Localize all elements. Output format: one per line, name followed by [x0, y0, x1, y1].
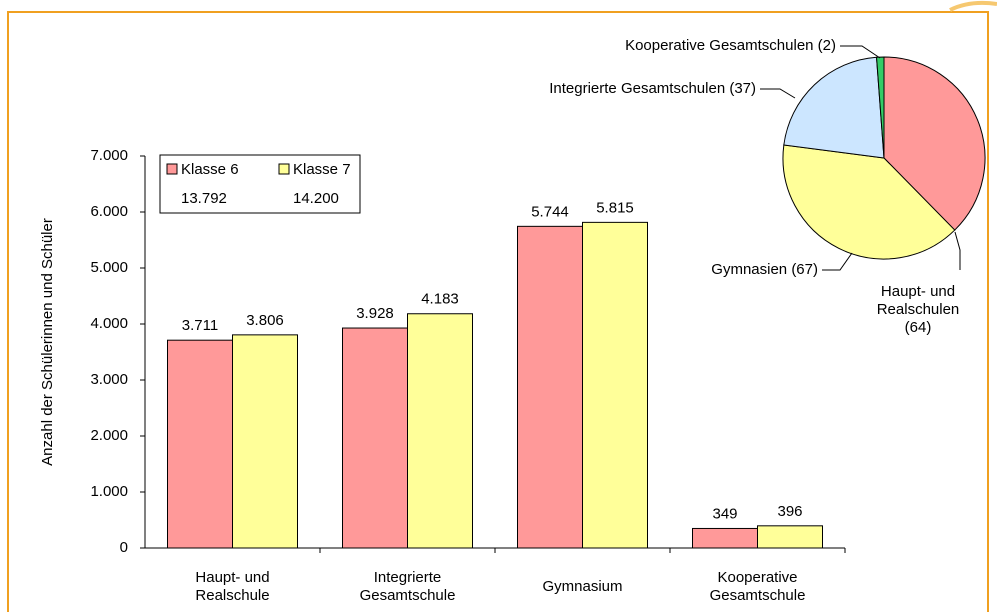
y-tick-label: 6.000	[90, 203, 128, 220]
pie-slice	[883, 56, 986, 231]
pie-chart: Haupt- und Realschulen (64) Gymnasien (67) I…	[549, 37, 986, 336]
bar	[407, 313, 473, 549]
leader-line	[760, 88, 796, 99]
y-tick-label: 5.000	[90, 259, 128, 276]
value-label: 5.744	[531, 203, 569, 220]
bar	[692, 527, 758, 549]
slice-label: Integrierte Gesamtschulen (37)	[549, 80, 756, 97]
pie-slice	[783, 56, 885, 159]
y-tick-label: 1.000	[90, 483, 128, 500]
bar	[757, 525, 823, 549]
y-axis-label: Anzahl der Schülerinnen und Schüler	[39, 218, 56, 466]
x-tick-label: Kooperative Gesamtschule	[710, 569, 806, 604]
y-tick-label: 2.000	[90, 427, 128, 444]
x-tick-label: Haupt- und Realschule	[195, 569, 269, 604]
legend-label: Klasse 6	[181, 161, 239, 178]
pie-slice	[782, 144, 956, 260]
y-tick-label: 4.000	[90, 315, 128, 332]
bar	[232, 334, 298, 549]
legend-swatch	[278, 163, 290, 175]
bar	[167, 339, 233, 549]
y-tick-label: 7.000	[90, 147, 128, 164]
bar	[582, 221, 648, 549]
y-tick-label: 3.000	[90, 371, 128, 388]
bar-chart: 0 1.000 2.000 3.000 4.000 5.000 6.000 7.000 Anza…	[39, 147, 846, 604]
legend-total: 13.792	[181, 190, 227, 207]
value-label: 3.806	[246, 312, 284, 329]
bar	[342, 327, 408, 549]
leader-line	[954, 231, 961, 270]
frame	[7, 11, 989, 612]
decoration	[949, 0, 997, 12]
value-label: 396	[777, 503, 802, 520]
legend-label: Klasse 7	[293, 161, 351, 178]
bar	[517, 225, 583, 549]
legend-box	[159, 154, 361, 214]
x-tick-label: Gymnasium	[542, 578, 622, 595]
legend-total: 14.200	[293, 190, 339, 207]
value-label: 3.711	[182, 317, 218, 334]
slice-label: Haupt- und Realschulen (64)	[877, 283, 960, 336]
leader-line	[840, 45, 881, 59]
value-label: 3.928	[356, 305, 394, 322]
y-tick-label: 0	[120, 539, 128, 556]
value-label: 5.815	[596, 199, 634, 216]
value-label: 349	[712, 505, 737, 522]
legend-swatch	[166, 163, 178, 175]
value-label: 4.183	[421, 291, 459, 308]
pie-slice	[876, 56, 885, 159]
slice-label: Kooperative Gesamtschulen (2)	[625, 37, 836, 54]
leader-line	[822, 252, 853, 271]
slice-label: Gymnasien (67)	[711, 261, 818, 278]
x-tick-label: Integrierte Gesamtschule	[360, 569, 456, 604]
